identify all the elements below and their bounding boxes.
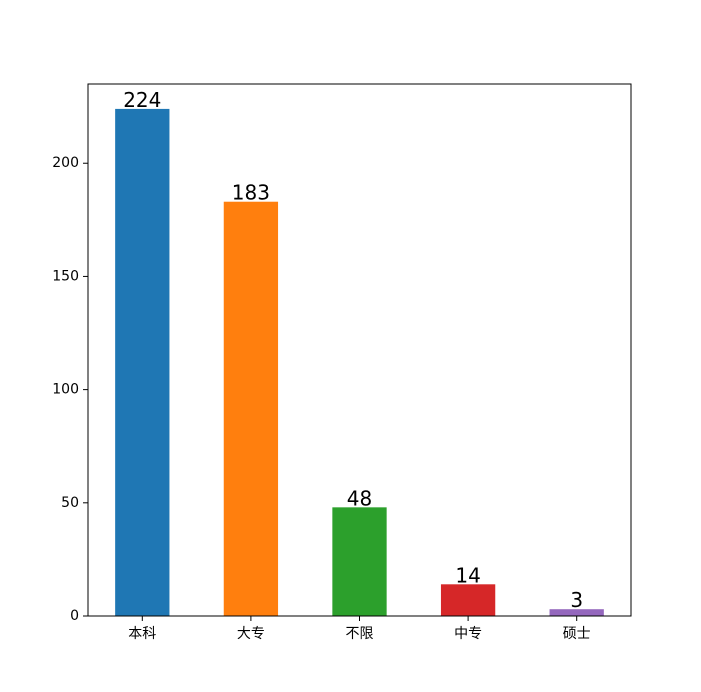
y-tick-label: 150 xyxy=(52,268,79,284)
x-tick-label: 本科 xyxy=(128,626,156,642)
value-label: 224 xyxy=(123,88,161,112)
bar xyxy=(223,201,279,616)
y-tick-label: 100 xyxy=(52,382,79,398)
bar xyxy=(440,584,496,616)
bar xyxy=(332,507,387,616)
y-tick-label: 200 xyxy=(52,155,79,171)
x-tick-label: 硕士 xyxy=(563,626,591,642)
plot-frame xyxy=(87,83,632,617)
value-label: 48 xyxy=(347,486,372,510)
value-label: 183 xyxy=(232,181,270,205)
x-tick-label: 大专 xyxy=(237,626,265,642)
x-tick-label: 中专 xyxy=(454,626,482,642)
y-tick-label: 0 xyxy=(70,608,79,624)
bar xyxy=(549,609,604,616)
x-tick-label: 不限 xyxy=(346,626,374,642)
y-tick-label: 50 xyxy=(61,495,79,511)
value-label: 14 xyxy=(455,563,480,587)
bar xyxy=(115,108,170,616)
value-label: 3 xyxy=(570,588,583,612)
